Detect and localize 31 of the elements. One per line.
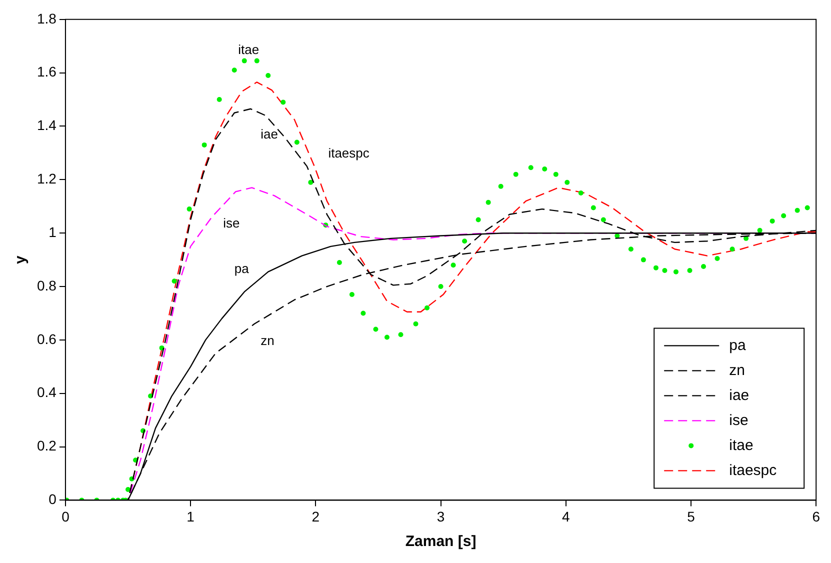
- y-tick-label: 0.4: [36, 384, 57, 400]
- y-tick-label: 0.8: [36, 277, 57, 294]
- x-tick-label: 1: [186, 508, 195, 524]
- annotation: zn: [260, 333, 274, 348]
- x-tick-label: 3: [436, 508, 445, 524]
- legend-label: pa: [729, 336, 746, 354]
- x-tick-label: 4: [562, 508, 570, 524]
- legend-label: itae: [729, 436, 754, 454]
- annotation: iae: [260, 126, 278, 142]
- legend-label: ise: [729, 412, 748, 429]
- x-axis-title: Zaman [s]: [405, 533, 476, 550]
- y-tick-label: 0: [48, 491, 57, 508]
- y-tick-label: 1.8: [36, 10, 57, 26]
- legend-label: zn: [729, 362, 745, 379]
- y-tick-label: 0.6: [36, 330, 57, 347]
- x-tick-label: 0: [62, 508, 70, 524]
- y-tick-label: 1: [48, 224, 57, 240]
- x-tick-label: 2: [312, 508, 320, 524]
- annotation: ise: [223, 215, 240, 230]
- annotation: itae: [238, 42, 260, 58]
- y-axis-title: y: [12, 254, 30, 264]
- annotation: itaespc: [328, 146, 370, 161]
- annotation: pa: [234, 260, 250, 276]
- x-tick-label: 6: [812, 508, 820, 524]
- legend-label: itaespc: [729, 462, 778, 479]
- y-tick-label: 0.2: [36, 438, 57, 454]
- legend-label: iae: [729, 386, 750, 404]
- y-tick-label: 1.4: [36, 117, 57, 134]
- y-tick-label: 1.2: [36, 170, 57, 187]
- x-tick-label: 5: [687, 508, 696, 524]
- y-tick-label: 1.6: [36, 64, 57, 80]
